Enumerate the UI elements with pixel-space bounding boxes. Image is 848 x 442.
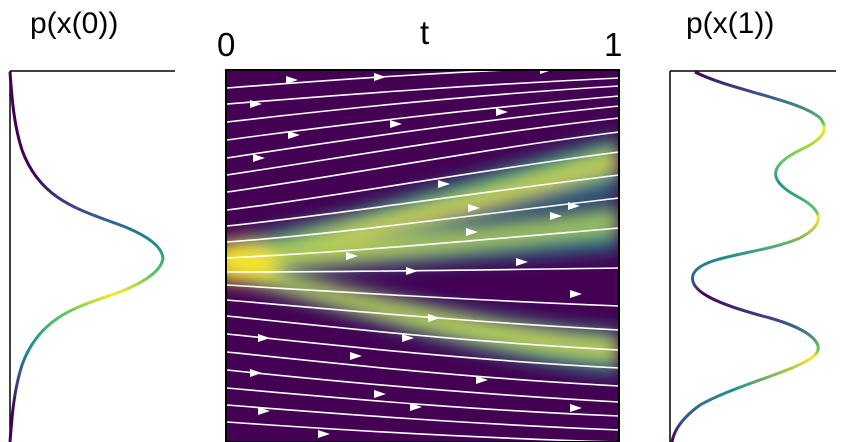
streamline [226, 64, 620, 89]
arrowhead [516, 258, 528, 266]
streamline [226, 315, 620, 351]
arrowhead [258, 334, 270, 342]
initial-density-panel [8, 70, 175, 442]
arrowhead [468, 204, 480, 212]
streamline [226, 85, 620, 123]
streamline [226, 387, 620, 417]
streamline [226, 105, 620, 159]
final-density-panel [669, 70, 836, 442]
time-axis-label: t [420, 14, 430, 51]
arrowhead [570, 404, 582, 412]
streamline [226, 151, 620, 211]
arrowhead [258, 407, 270, 415]
streamline [226, 421, 620, 442]
arrowhead [568, 202, 580, 210]
streamline [226, 299, 620, 331]
final-density-title: p(x(1)) [686, 7, 775, 40]
arrowhead [250, 369, 262, 377]
streamline [226, 77, 620, 105]
arrowhead [428, 314, 440, 322]
streamline [226, 351, 620, 387]
arrowhead [466, 228, 478, 236]
streamline [226, 117, 620, 176]
arrowhead [253, 154, 265, 162]
arrowhead [350, 352, 362, 360]
streamline [226, 197, 620, 243]
streamline [226, 369, 620, 403]
density-heatmap [227, 70, 619, 442]
arrowhead [438, 180, 450, 188]
arrowhead [390, 120, 402, 128]
arrowhead [250, 100, 262, 108]
time-axis-end-tick: 1 [604, 26, 623, 63]
arrowhead [410, 403, 422, 411]
arrowhead [288, 131, 300, 139]
streamline [226, 333, 620, 369]
final-density-curve [670, 70, 826, 442]
arrowhead [476, 376, 488, 384]
flow-heatmap-panel [225, 64, 620, 442]
streamline [226, 95, 620, 141]
initial-density-curve [8, 71, 165, 442]
heatmap-frame [225, 69, 620, 442]
streamline [226, 131, 620, 193]
arrowhead [402, 334, 414, 342]
arrowhead [374, 73, 386, 81]
flow-arrowheads [250, 66, 582, 438]
arrowhead [374, 390, 386, 398]
arrowhead [318, 430, 330, 438]
initial-density-title: p(x(0)) [30, 7, 119, 40]
arrowhead [346, 252, 358, 260]
streamline [226, 284, 620, 307]
flow-streamlines [226, 64, 620, 442]
time-axis-start-tick: 0 [217, 26, 236, 63]
arrowhead [406, 267, 418, 275]
arrowhead [496, 108, 508, 116]
arrowhead [550, 212, 562, 220]
streamline [226, 174, 620, 227]
arrowhead [570, 290, 582, 298]
streamline [226, 227, 620, 259]
streamline [226, 404, 620, 431]
arrowhead [286, 76, 298, 84]
